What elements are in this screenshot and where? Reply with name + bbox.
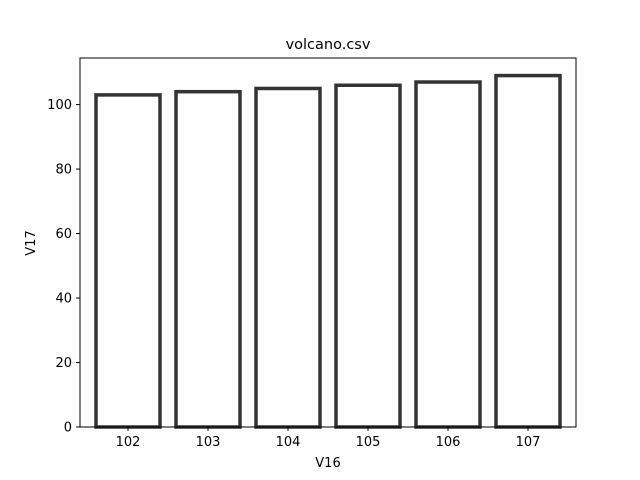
y-tick-label: 100 [47, 98, 72, 113]
chart-title: volcano.csv [286, 37, 371, 53]
bar-107 [494, 73, 562, 429]
x-tick-label: 105 [356, 435, 381, 450]
y-axis: 0 20 40 60 80 100 [47, 98, 80, 436]
bar-106 [414, 80, 482, 429]
x-tick-label: 102 [116, 435, 141, 450]
x-tick-label: 106 [436, 435, 461, 450]
y-axis-label: V17 [24, 230, 39, 255]
plot-frame [79, 57, 577, 428]
x-tick-label: 107 [516, 435, 541, 450]
y-tick-label: 40 [55, 292, 72, 307]
y-tick-label: 0 [64, 421, 72, 436]
y-tick-label: 60 [55, 227, 72, 242]
x-axis: 102 103 104 105 106 107 [116, 427, 541, 450]
x-tick-label: 104 [276, 435, 301, 450]
bar-103 [174, 89, 242, 429]
x-axis-label: V16 [315, 456, 340, 471]
bar-104 [254, 86, 322, 429]
bars-group [94, 73, 562, 429]
bar-102 [94, 93, 162, 429]
x-tick-label: 103 [196, 435, 221, 450]
y-tick-label: 80 [55, 163, 72, 178]
bar-105 [334, 83, 402, 429]
y-tick-label: 20 [55, 356, 72, 371]
